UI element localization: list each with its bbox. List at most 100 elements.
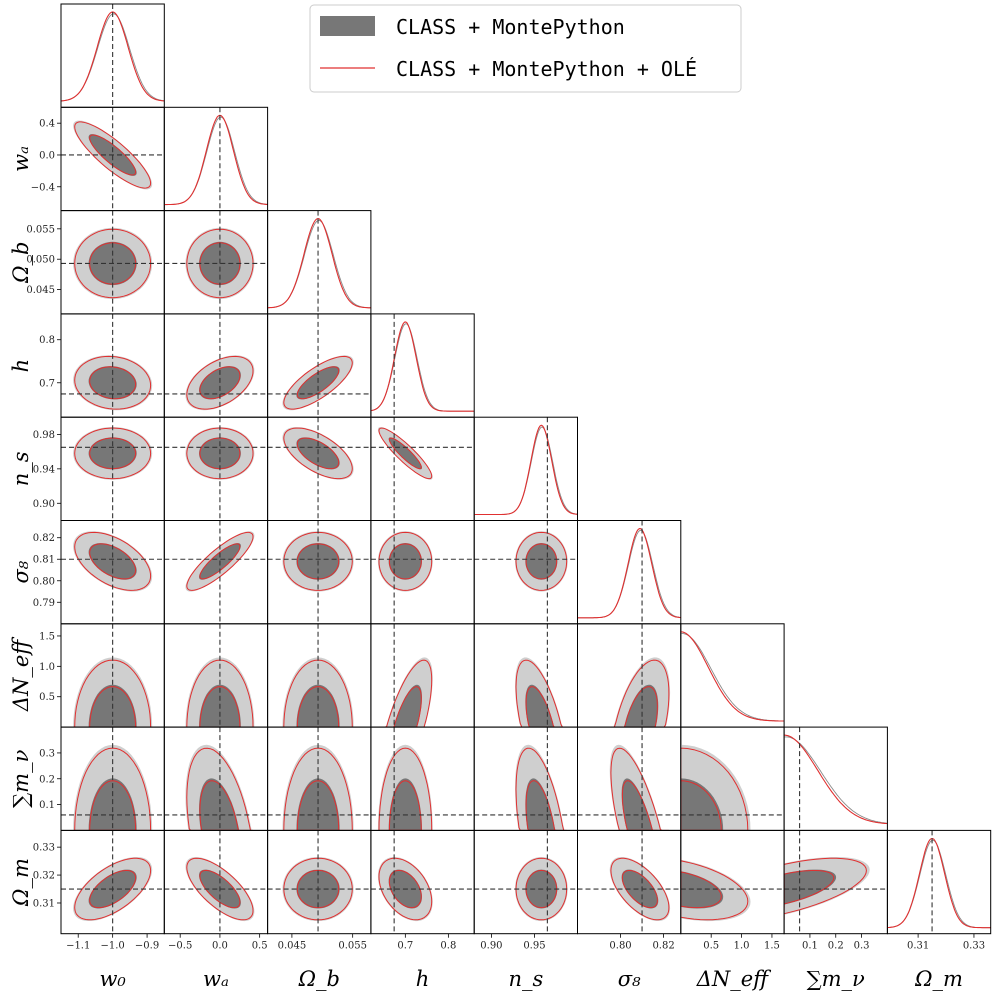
panel-wa-vs-w0: −0.4 0.0 0.4 [31,106,165,212]
panel-content [185,623,255,728]
legend-label-filled: CLASS + MontePython [396,15,625,39]
panel-content [680,631,785,722]
panel-content [577,830,681,934]
x-axis-label-Omega_b: Ω_b [298,967,340,991]
contour-95-line [74,857,152,921]
panel-sum_mnu-vs-sum_mnu [783,726,888,831]
marginal-curve-ole [577,528,681,619]
contour-95-line [378,531,433,591]
contour-68-line [622,686,658,728]
ytick-label: 0.7 [39,378,55,389]
panel-content [61,417,165,521]
axis-labels-layer: w₀ wₐwₐΩ_bΩ_bhhn_sn_sσ₈σ₈ΔN_effΔN_eff∑m_ν… [9,146,963,991]
panel-ns-vs-h [370,416,475,522]
panel-Omega_m-vs-Omega_b: 0.045 0.055 [267,829,372,952]
contour-68-fill [621,778,655,831]
contour-95-line [74,531,152,591]
panel-content [267,830,371,934]
contour-95-line [283,531,353,591]
xtick-label: 1.0 [734,941,750,952]
panel-content [515,623,568,728]
panel-Omega_b-vs-Omega_b [267,210,372,315]
contour-95-line [378,427,433,480]
panel-content [164,417,268,521]
marginal-curve-ole [680,631,785,722]
panel-content [887,830,991,934]
contour-95-line [74,355,152,410]
contour-68-line [89,686,137,728]
panel-content [267,520,371,624]
panel-sum_mnu-vs-dNeff [680,726,785,831]
ytick-label: 0.82 [33,533,55,544]
x-axis-label-ns: n_s [508,967,543,991]
panels-layer: −0.40.00.40.0450.0500.0550.70.80.900.940… [26,3,992,952]
contour-95-line [610,857,670,921]
panel-ns-vs-Omega_b [267,416,372,522]
panel-content [61,107,165,211]
panel-content [577,727,681,831]
panel-dNeff-vs-wa [163,623,269,728]
contour-68-line [388,543,422,580]
legend: CLASS + MontePython CLASS + MontePython … [309,4,742,93]
contour-95-line [186,747,253,831]
panel-h-vs-h [370,313,475,418]
panel-h-vs-w0: 0.7 0.8 [39,313,165,418]
panel-h-vs-Omega_b [267,313,372,418]
contour-68-line [296,869,340,909]
contour-68-line [388,780,422,831]
contour-95-line [378,857,433,921]
contour-95-line [515,659,567,728]
panel-dNeff-vs-Omega_b [267,623,372,728]
panel-content [164,210,268,314]
contour-95-line [186,659,254,728]
contour-68-line [89,437,137,470]
ytick-label: 0.055 [26,224,55,235]
ytick-label: 0.33 [33,843,55,854]
contour-68-line [525,780,557,831]
y-axis-label-ns: n_s [9,451,33,486]
panel-content [370,417,475,521]
ytick-label: 0.80 [33,576,55,587]
ytick-label: 0.79 [33,598,55,609]
panel-content [61,830,165,934]
panel-sigma8-vs-wa [163,520,269,625]
contour-68-line [525,686,557,728]
contour-68-fill [680,869,724,909]
contour-68-fill [525,684,558,728]
panel-content [474,727,578,831]
ytick-label: 0.94 [33,464,55,475]
contour-95-line [378,747,433,831]
ytick-label: 0.81 [33,555,55,566]
ytick-label: 0.050 [26,255,55,266]
contour-68-line [199,366,241,400]
contour-68-line [621,870,658,909]
marginal-curve-ole [164,114,268,206]
marginal-curve-montepython [577,529,681,619]
xtick-label: 1.5 [764,941,780,952]
ytick-label: 0.32 [33,871,55,882]
y-axis-label-dNeff: ΔN_eff [9,637,33,712]
panel-sum_mnu-vs-wa [163,726,269,831]
panel-ns-vs-w0: 0.90 0.94 0.98 [33,416,165,522]
marginal-curve-montepython [784,736,888,824]
ytick-label: 0.5 [39,692,55,703]
contour-68-line [199,780,240,831]
x-axis-label-sigma8: σ₈ [618,967,641,991]
panel-content [784,727,888,831]
panel-sigma8-vs-Omega_b [267,520,372,625]
contour-68-fill [680,778,724,831]
contour-68-fill [388,778,422,831]
panel-content [267,313,371,418]
contour-68-line [525,543,558,580]
contour-68-line [296,780,340,831]
contour-68-line [89,543,137,580]
panel-content [474,520,578,624]
ytick-label: 0.31 [33,898,55,909]
panel-sum_mnu-vs-h [370,726,475,831]
xtick-label: 0.5 [703,941,719,952]
panel-sigma8-vs-sigma8 [577,520,682,625]
contour-68-line [389,686,422,728]
contour-95-line [186,427,254,480]
panel-dNeff-vs-sigma8 [577,623,682,728]
